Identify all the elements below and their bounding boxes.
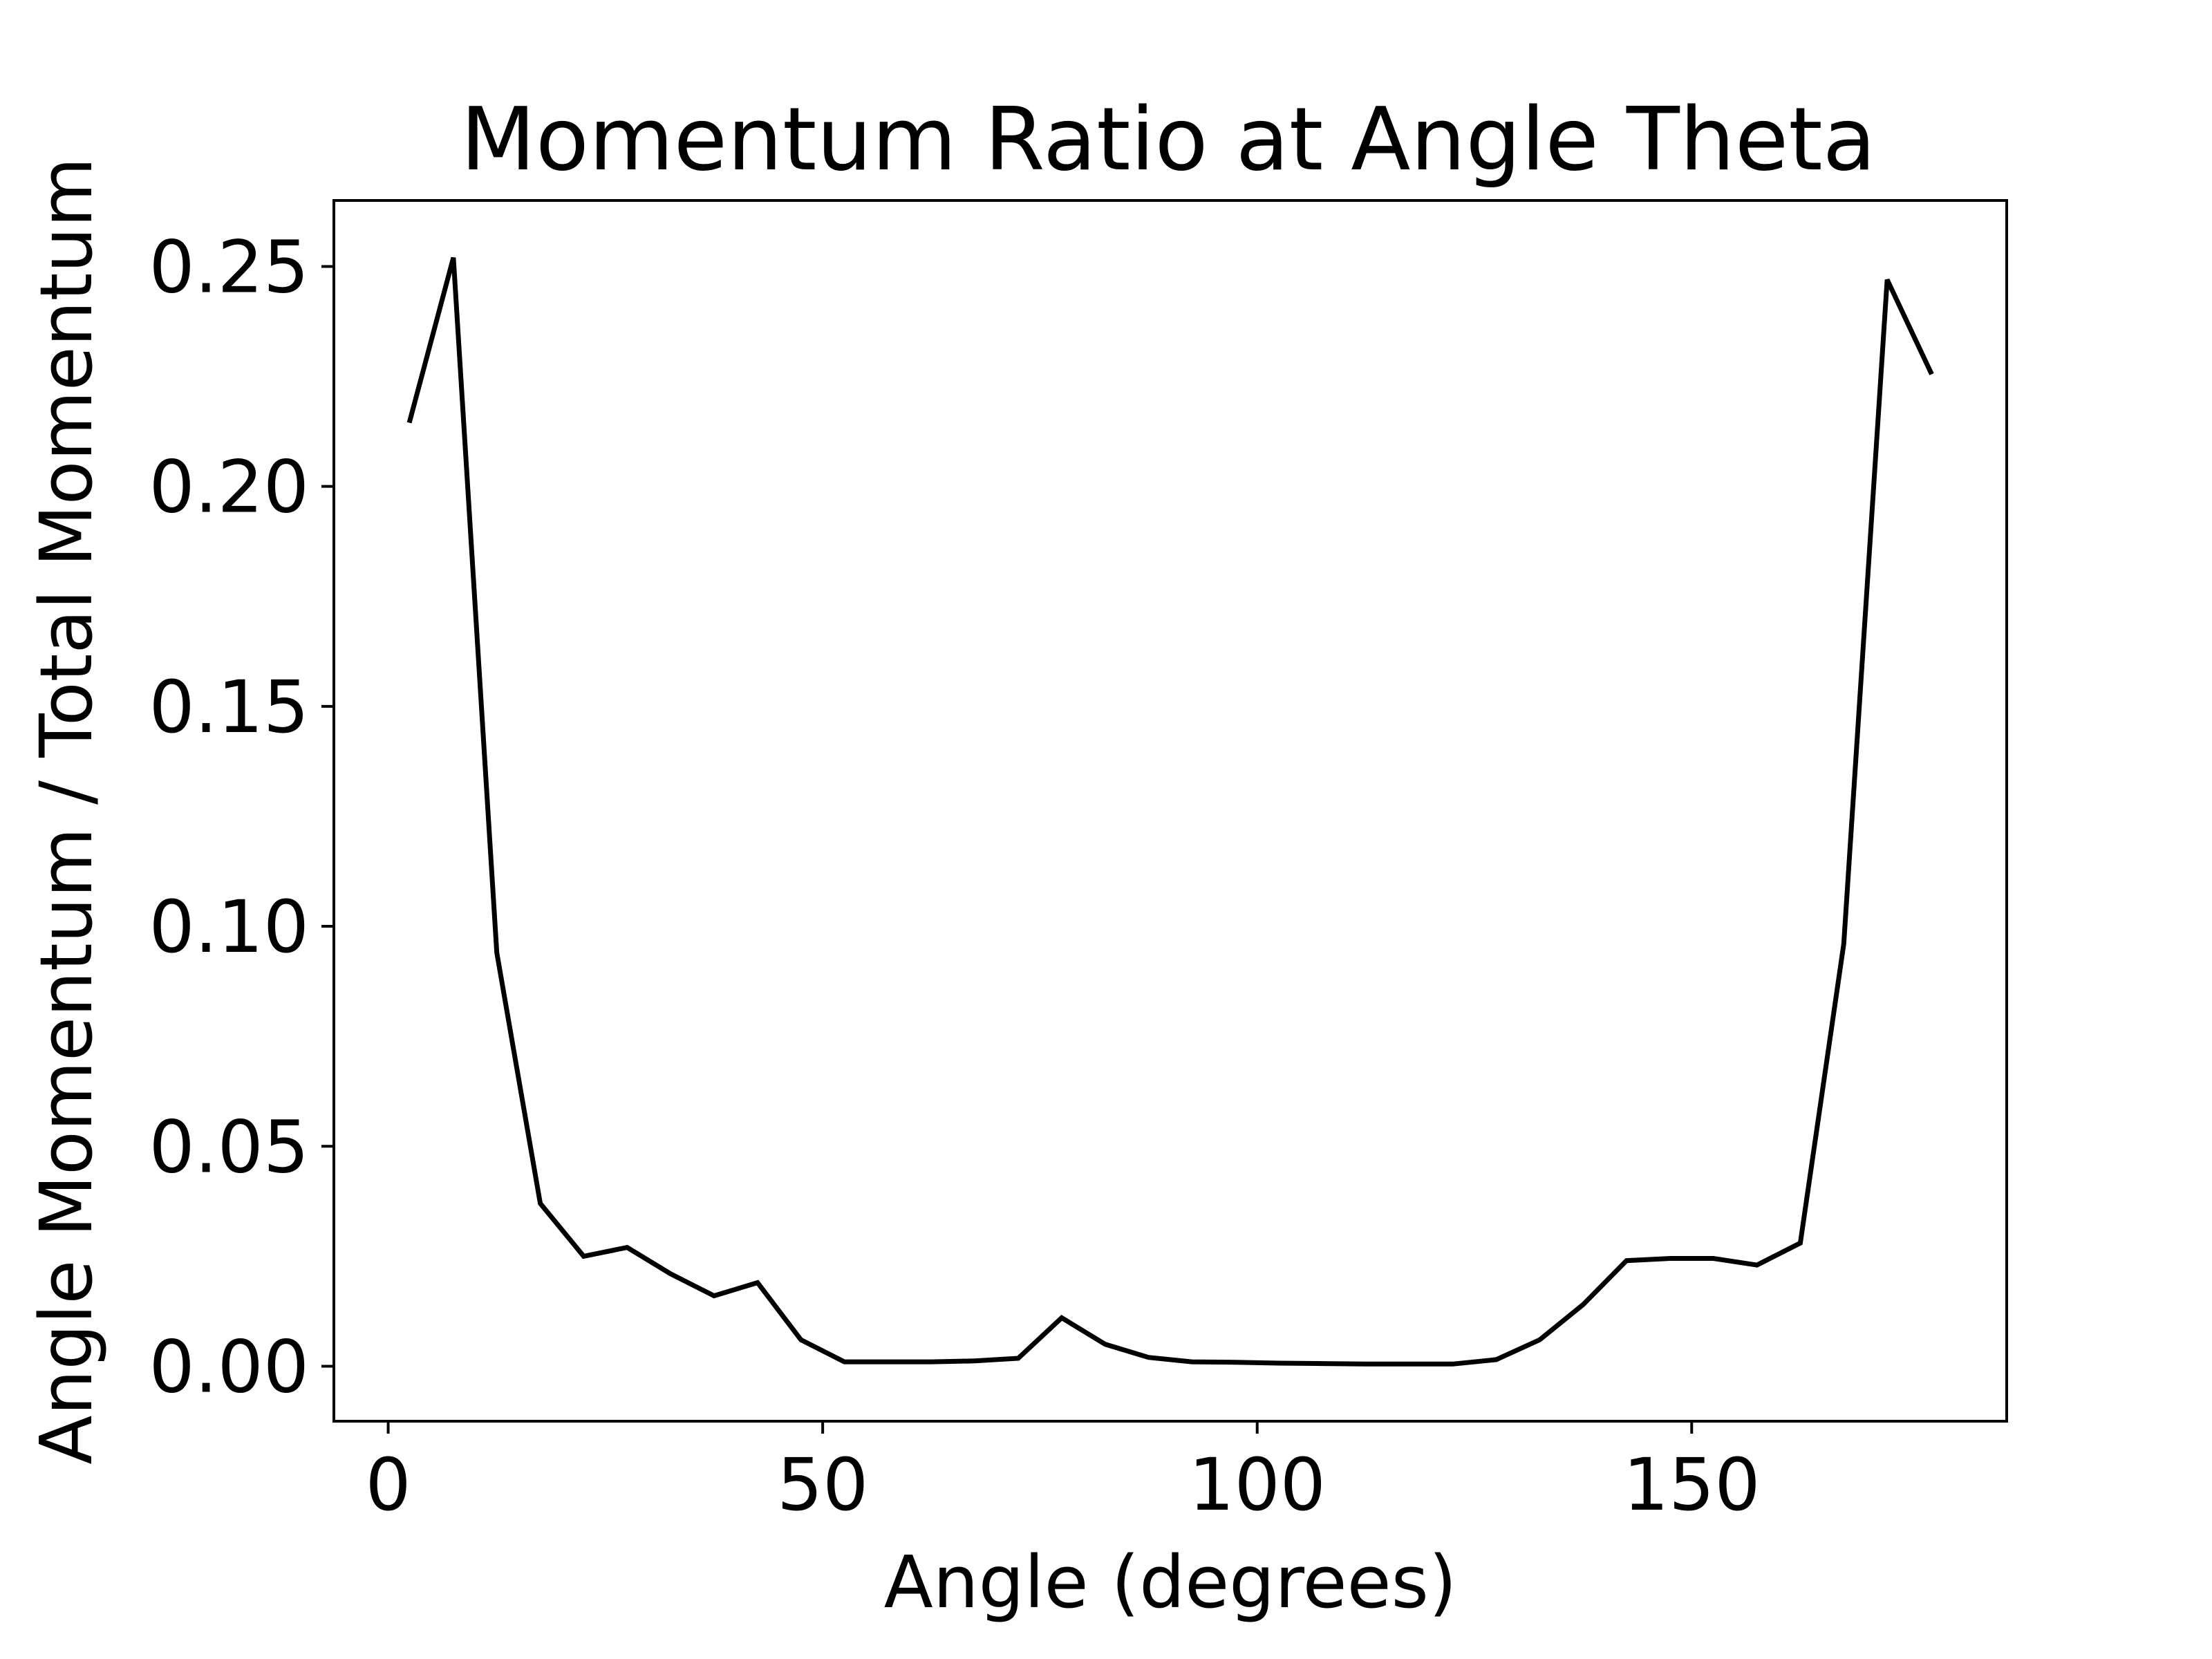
x-axis-label: Angle (degrees) xyxy=(884,1540,1457,1624)
x-axis: 0 50 100 150 xyxy=(365,1421,1761,1527)
y-tick-label: 0.15 xyxy=(149,665,309,749)
x-tick-label: 150 xyxy=(1623,1443,1761,1527)
y-tick-label: 0.05 xyxy=(149,1105,309,1189)
x-tick-label: 50 xyxy=(777,1443,868,1527)
x-tick-label: 0 xyxy=(365,1443,411,1527)
y-axis: 0.00 0.05 0.10 0.15 0.20 0.25 xyxy=(149,225,334,1409)
plot-area xyxy=(332,199,2008,1423)
y-axis-label: Angle Momentum / Total Momentum xyxy=(24,157,109,1464)
y-tick-label: 0.00 xyxy=(149,1324,309,1409)
y-tick-label: 0.20 xyxy=(149,445,309,529)
axes-frame xyxy=(332,199,2008,1423)
y-tick-label: 0.10 xyxy=(149,885,309,969)
y-tick-label: 0.25 xyxy=(149,225,309,309)
x-tick-label: 100 xyxy=(1188,1443,1326,1527)
chart-title: Momentum Ratio at Angle Theta xyxy=(460,88,1876,190)
series-line xyxy=(406,256,1934,1367)
